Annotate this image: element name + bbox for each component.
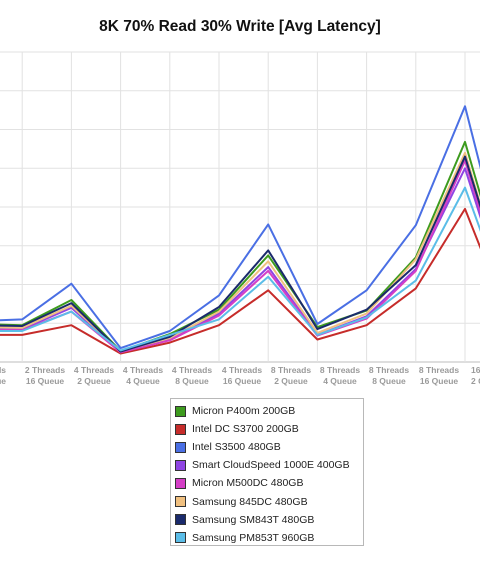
x-tick-label: 16 T2 C — [471, 365, 480, 386]
legend-item: Samsung 845DC 480GB — [175, 492, 363, 510]
legend-label: Samsung SM843T 480GB — [192, 513, 315, 526]
x-tick-label: 2 Threads 16 Queue — [25, 365, 65, 386]
legend-label: Intel DC S3700 200GB — [192, 423, 299, 436]
legend-label: Intel S3500 480GB — [192, 441, 281, 454]
series-line-8 — [0, 186, 480, 352]
grid-lines — [0, 51, 480, 363]
x-tick-label: 8 Threads 4 Queue — [320, 365, 360, 386]
legend-swatch — [175, 477, 186, 489]
x-tick-label: 4 Threads 8 Queue — [172, 365, 212, 386]
series-line-2 — [0, 207, 480, 355]
series-line-1 — [0, 140, 480, 353]
legend-swatch — [175, 441, 186, 453]
legend-swatch — [175, 423, 186, 435]
x-tick-label: 8 Threads 16 Queue — [419, 365, 459, 386]
legend-item: Smart CloudSpeed 1000E 400GB — [175, 456, 363, 474]
legend-label: Smart CloudSpeed 1000E 400GB — [192, 459, 350, 472]
legend-item: Micron P400m 200GB — [175, 402, 363, 420]
legend-item: Micron M500DC 480GB — [175, 474, 363, 492]
legend-item: Samsung PM853T 960GB — [175, 529, 363, 547]
legend-label: Micron M500DC 480GB — [192, 477, 304, 490]
series-line-4 — [0, 167, 480, 353]
legend-swatch — [175, 496, 186, 508]
x-tick-label: 8 Threads 8 Queue — [369, 365, 409, 386]
legend-swatch — [175, 405, 186, 417]
x-tick-label: 4 Threads 16 Queue — [222, 365, 262, 386]
series-line-6 — [0, 151, 480, 353]
series-line-3 — [0, 105, 480, 350]
x-tick-label: eadsueue — [0, 365, 6, 386]
legend: Micron P400m 200GB Intel DC S3700 200GB In… — [170, 398, 364, 546]
x-tick-label: 4 Threads 4 Queue — [123, 365, 163, 386]
series-line-7 — [0, 155, 480, 353]
chart-title: 8K 70% Read 30% Write [Avg Latency] — [99, 18, 381, 35]
legend-swatch — [175, 514, 186, 526]
x-tick-label: 4 Threads 2 Queue — [74, 365, 114, 386]
legend-item: Samsung SM843T 480GB — [175, 511, 363, 529]
x-tick-label: 8 Threads 2 Queue — [271, 365, 311, 386]
legend-swatch — [175, 532, 186, 544]
legend-item: Intel DC S3700 200GB — [175, 420, 363, 438]
series-lines — [0, 105, 480, 355]
legend-swatch — [175, 459, 186, 471]
legend-label: Samsung 845DC 480GB — [192, 495, 308, 508]
legend-label: Samsung PM853T 960GB — [192, 531, 315, 544]
legend-item: Intel S3500 480GB — [175, 438, 363, 456]
legend-label: Micron P400m 200GB — [192, 405, 296, 418]
